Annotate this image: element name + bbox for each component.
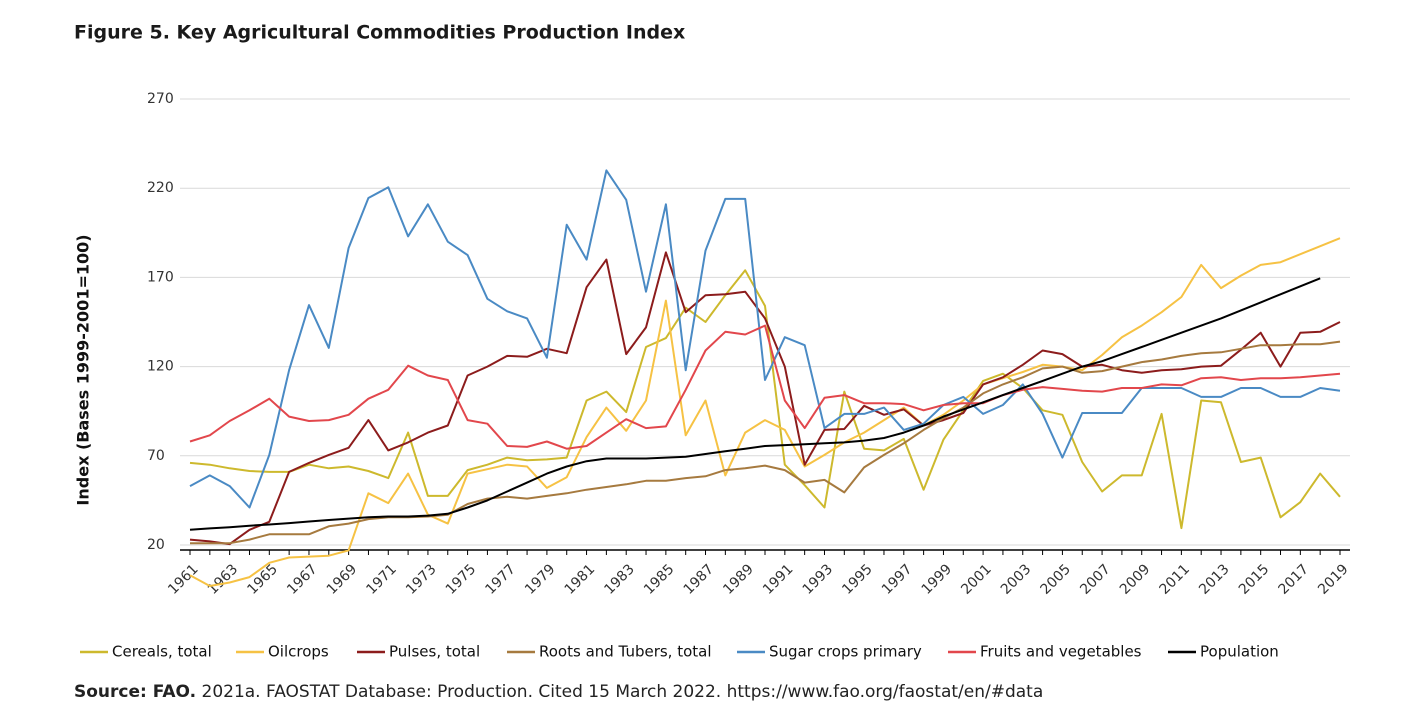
x-tick-label: 1971 [363,561,400,598]
series-line [189,269,1341,530]
x-tick-label: 2013 [1196,561,1233,598]
x-tick-label: 1977 [482,561,519,598]
x-tick-label: 2005 [1038,561,1075,598]
x-tick-label: 1995 [839,561,876,598]
x-tick-label: 1981 [562,561,599,598]
x-tick-label: 1985 [641,561,678,598]
x-tick-label: 2019 [1315,561,1352,598]
x-tick-label: 2017 [1275,561,1312,598]
legend-label: Roots and Tubers, total [539,643,712,661]
x-tick-label: 1963 [205,561,242,598]
x-tick-label: 2001 [958,561,995,598]
y-axis-label: Index (Bases 1999-2001=100) [74,234,93,505]
legend-label: Sugar crops primary [769,643,922,661]
x-tick-label: 2007 [1077,561,1114,598]
x-tick-label: 1997 [879,561,916,598]
x-tick-label: 1973 [403,561,440,598]
x-tick-label: 1983 [601,561,638,598]
x-tick-label: 1967 [284,561,321,598]
x-tick-label: 1975 [443,561,480,598]
x-tick-label: 1979 [522,561,559,598]
x-tick-label: 2015 [1236,561,1273,598]
x-tick-label: 2011 [1157,561,1194,598]
x-tick-label: 1993 [800,561,837,598]
x-tick-label: 2009 [1117,561,1154,598]
x-tick-label: 2003 [998,561,1035,598]
legend-label: Oilcrops [268,643,329,661]
series-line [189,237,1341,587]
series-line [190,340,1341,545]
source-text: 2021a. FAOSTAT Database: Production. Cit… [202,682,1044,702]
series-line [189,324,1341,450]
series-line [189,169,1341,509]
y-tick-label: 220 [147,180,174,196]
x-tick-label: 1989 [720,561,757,598]
legend-label: Pulses, total [389,643,480,661]
y-tick-label: 270 [147,91,174,107]
y-tick-label: 20 [147,537,165,553]
legend-label: Fruits and vegetables [980,643,1142,661]
x-tick-label: 1991 [760,561,797,598]
y-tick-label: 120 [147,359,174,375]
y-tick-label: 70 [147,448,165,464]
chart-title: Figure 5. Key Agricultural Commodities P… [74,22,685,44]
source: Source: FAO. 2021a. FAOSTAT Database: Pr… [74,682,1043,702]
x-tick-label: 1987 [681,561,718,598]
series-line [189,277,1321,531]
legend-label: Cereals, total [112,643,212,661]
y-tick-label: 170 [147,269,174,285]
legend-label: Population [1200,643,1279,661]
source-label: Source: FAO. [74,682,196,702]
x-tick-label: 1969 [324,561,361,598]
x-tick-label: 1999 [919,561,956,598]
series-line [189,251,1341,546]
